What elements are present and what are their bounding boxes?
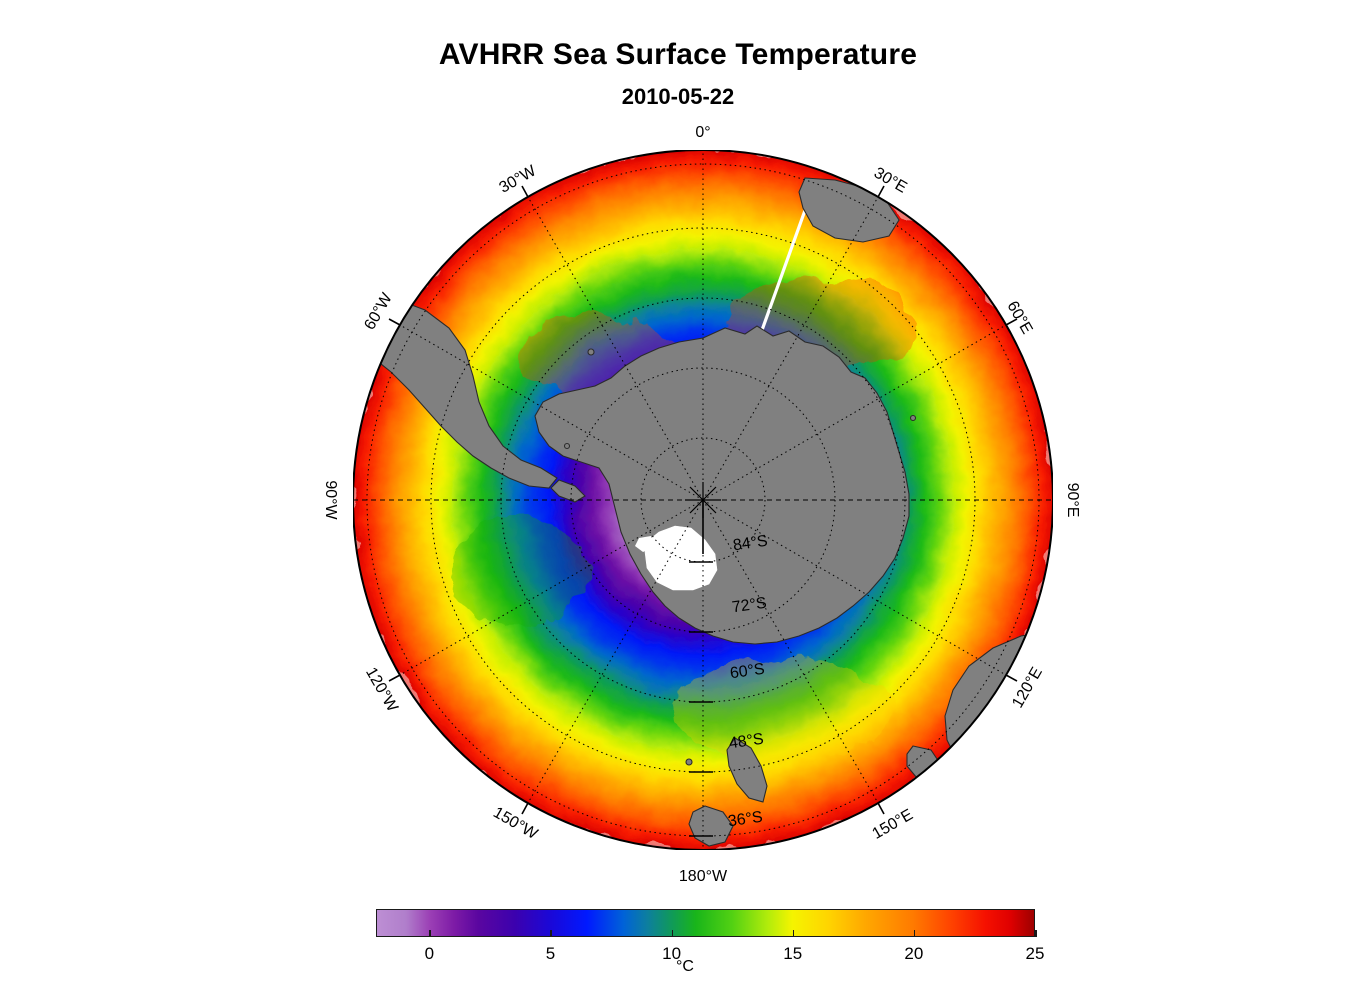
longitude-label: 180°W xyxy=(678,868,728,885)
antarctica-landmass xyxy=(534,325,910,645)
colorbar-gradient[interactable] xyxy=(376,909,1035,937)
ross-ice-shelf xyxy=(644,525,718,591)
colorbar-tick-label: 0 xyxy=(424,944,435,963)
colorbar-tick-label: 25 xyxy=(1025,944,1045,963)
outer-ticks xyxy=(388,185,1018,815)
colorbar-tick xyxy=(913,930,916,937)
latitude-ticks xyxy=(689,561,713,837)
colorbar-tick-label: 5 xyxy=(545,944,556,963)
colorbar-tick-label: 20 xyxy=(904,944,924,963)
longitude-label: 0° xyxy=(695,124,711,141)
sst-field xyxy=(353,150,1053,850)
island-marker xyxy=(909,414,917,422)
longitude-label: 90°E xyxy=(1064,482,1081,518)
island-marker xyxy=(685,758,693,766)
colorbar-tick xyxy=(1035,930,1037,937)
colorbar-tick xyxy=(550,930,552,937)
south-america-landmass xyxy=(353,289,558,489)
island-marker xyxy=(587,348,595,356)
tierra-del-fuego xyxy=(550,479,586,503)
colorbar[interactable] xyxy=(376,909,1037,937)
new-zealand-south-island xyxy=(726,737,768,803)
polar-map xyxy=(353,150,1053,850)
sst-map-svg xyxy=(353,150,1053,850)
chart-subtitle: 2010-05-22 xyxy=(621,84,735,109)
island-marker xyxy=(563,442,571,450)
colorbar-axis-label: °C xyxy=(0,958,1356,976)
latitude-circle-84s xyxy=(640,437,766,563)
ice-shelf-patch xyxy=(635,536,653,552)
page-title: AVHRR Sea Surface Temperature xyxy=(438,38,918,71)
colorbar-tick xyxy=(792,930,795,937)
colorbar-tick xyxy=(429,930,431,937)
colorbar-tick xyxy=(671,930,674,937)
meridians xyxy=(399,150,1007,850)
colorbar-tick-label: 15 xyxy=(783,944,803,963)
colorbar-tick-label: 10 xyxy=(662,944,682,963)
colorbar-units: °C xyxy=(676,958,694,975)
longitude-label: 90°W xyxy=(322,480,339,520)
